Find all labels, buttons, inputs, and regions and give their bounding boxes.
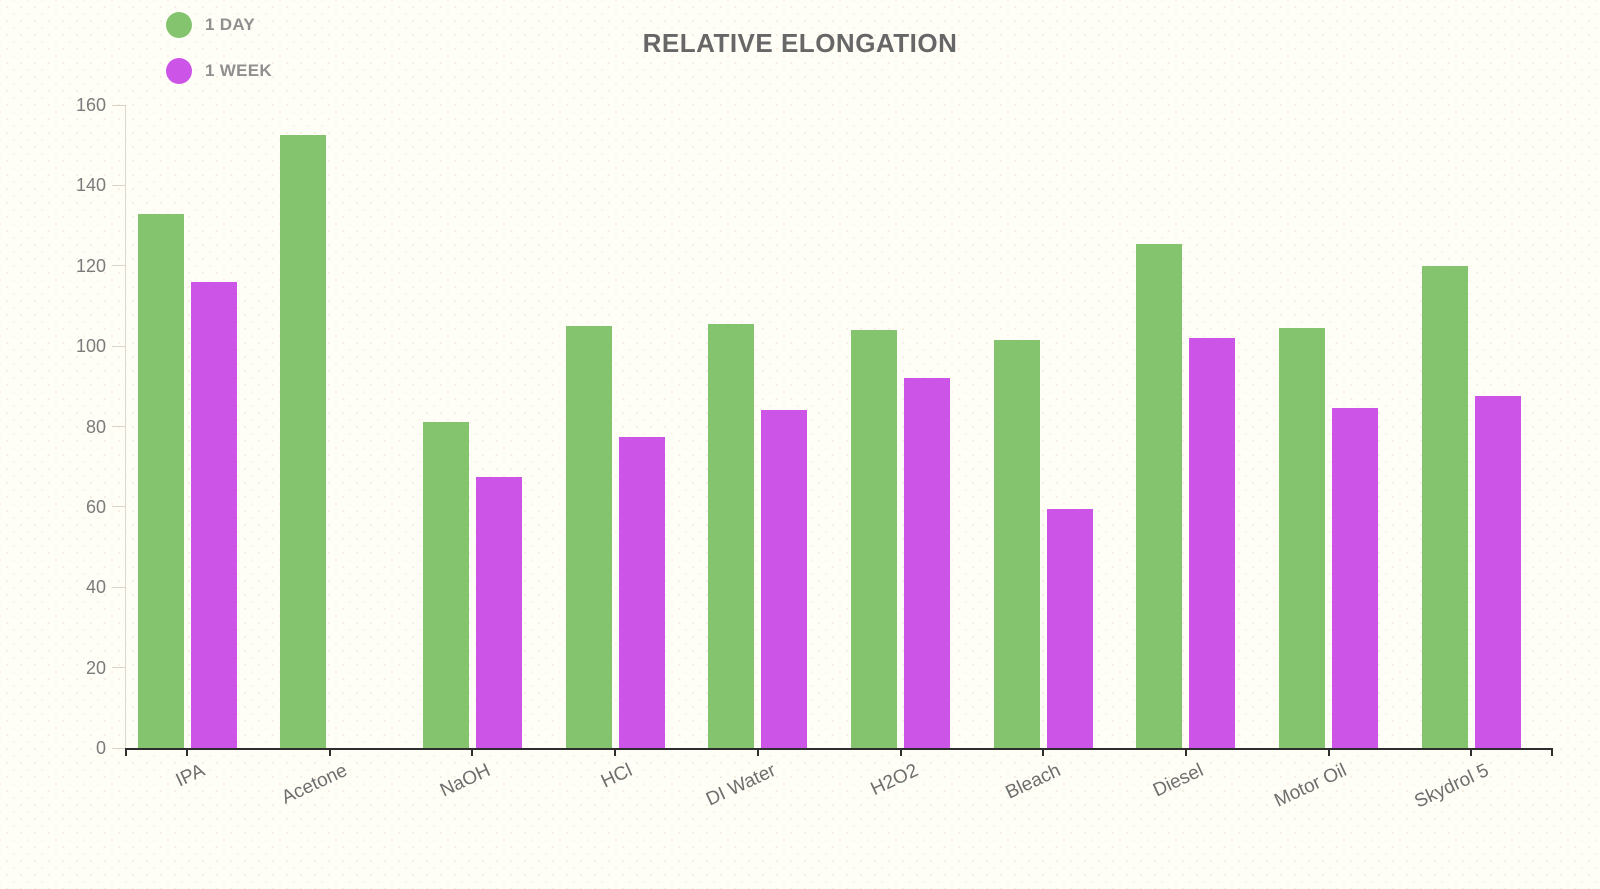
y-tick-label-0: 0: [95, 738, 106, 758]
y-tick-label-100: 100: [75, 336, 106, 357]
legend-swatch-1-week-icon: [166, 58, 192, 84]
bar-1-week-skydrol-5: [1474, 396, 1521, 748]
x-label-naoh: NaOH: [436, 760, 494, 802]
x-label-motor-oil: Motor Oil: [1270, 760, 1350, 812]
bar-1-day-motor-oil: [1279, 328, 1326, 748]
y-tick: [112, 506, 125, 508]
bar-1-week-hcl: [618, 436, 665, 748]
y-tick: [112, 265, 125, 267]
x-label-di-water: DI Water: [702, 760, 779, 811]
bar-1-week-di-water: [761, 410, 808, 748]
bar-1-week-diesel: [1189, 338, 1236, 748]
x-tick-naoh: [471, 748, 474, 756]
legend-item-1-week[interactable]: 1 WEEK: [166, 57, 272, 85]
x-label-bleach: Bleach: [1002, 760, 1065, 804]
bar-1-day-diesel: [1136, 243, 1183, 748]
bar-1-week-bleach: [1046, 508, 1093, 748]
bar-1-day-naoh: [422, 422, 469, 748]
x-axis-end-tick: [125, 748, 127, 756]
bar-1-day-h2o2: [851, 330, 897, 748]
legend: 1 DAY 1 WEEK: [166, 11, 272, 103]
y-tick: [112, 667, 125, 669]
x-label-hcl: HCl: [598, 760, 636, 793]
y-tick-label-20: 20: [85, 657, 106, 678]
x-tick-diesel: [1184, 748, 1187, 756]
legend-label-1-week: 1 WEEK: [205, 61, 272, 80]
bar-1-day-ipa: [137, 213, 184, 748]
y-tick: [112, 426, 125, 427]
x-tick-skydrol-5: [1470, 748, 1473, 756]
x-axis-end-tick: [1551, 748, 1553, 756]
x-label-ipa: IPA: [172, 760, 208, 792]
x-tick-h2o2: [899, 748, 902, 756]
y-tick: [112, 586, 125, 588]
bar-1-day-di-water: [708, 324, 755, 748]
legend-item-1-day[interactable]: 1 DAY: [166, 11, 272, 39]
y-tick: [112, 104, 125, 106]
legend-swatch-1-day-icon: [166, 12, 192, 38]
y-tick-label-80: 80: [85, 416, 106, 437]
x-label-skydrol-5: Skydrol 5: [1411, 760, 1493, 813]
plot-area: 0 20 40 60 80 100 120 140 160 IPA Acetone NaOH HCl D…: [76, 95, 1553, 813]
x-tick-motor-oil: [1327, 748, 1330, 756]
y-tick: [112, 747, 125, 749]
x-tick-ipa: [186, 748, 188, 756]
x-tick-hcl: [614, 748, 617, 756]
bar-1-week-h2o2: [904, 378, 950, 748]
chart-title: RELATIVE ELONGATION: [642, 28, 958, 58]
bar-1-day-bleach: [993, 340, 1040, 748]
bar-1-week-motor-oil: [1332, 408, 1379, 748]
bar-1-day-skydrol-5: [1421, 265, 1468, 748]
x-tick-di-water: [756, 748, 759, 756]
legend-label-1-day: 1 DAY: [205, 15, 256, 34]
y-axis-line: [125, 105, 126, 748]
x-axis-line: [125, 748, 1553, 750]
x-label-diesel: Diesel: [1150, 760, 1207, 802]
y-tick-label-140: 140: [75, 175, 106, 196]
y-tick-label-160: 160: [75, 95, 106, 115]
x-label-h2o2: H2O2: [867, 760, 922, 801]
y-tick-label-120: 120: [75, 255, 106, 276]
y-tick: [112, 184, 125, 186]
y-tick: [112, 345, 125, 347]
y-tick-label-40: 40: [85, 577, 106, 598]
bar-1-week-naoh: [475, 476, 522, 748]
bar-1-week-ipa: [190, 281, 237, 748]
x-tick-acetone: [328, 748, 331, 756]
y-tick-label-60: 60: [85, 496, 106, 517]
x-label-acetone: Acetone: [278, 760, 351, 809]
bar-1-day-acetone: [280, 135, 327, 748]
x-tick-bleach: [1042, 748, 1045, 756]
bar-1-day-hcl: [565, 326, 612, 748]
